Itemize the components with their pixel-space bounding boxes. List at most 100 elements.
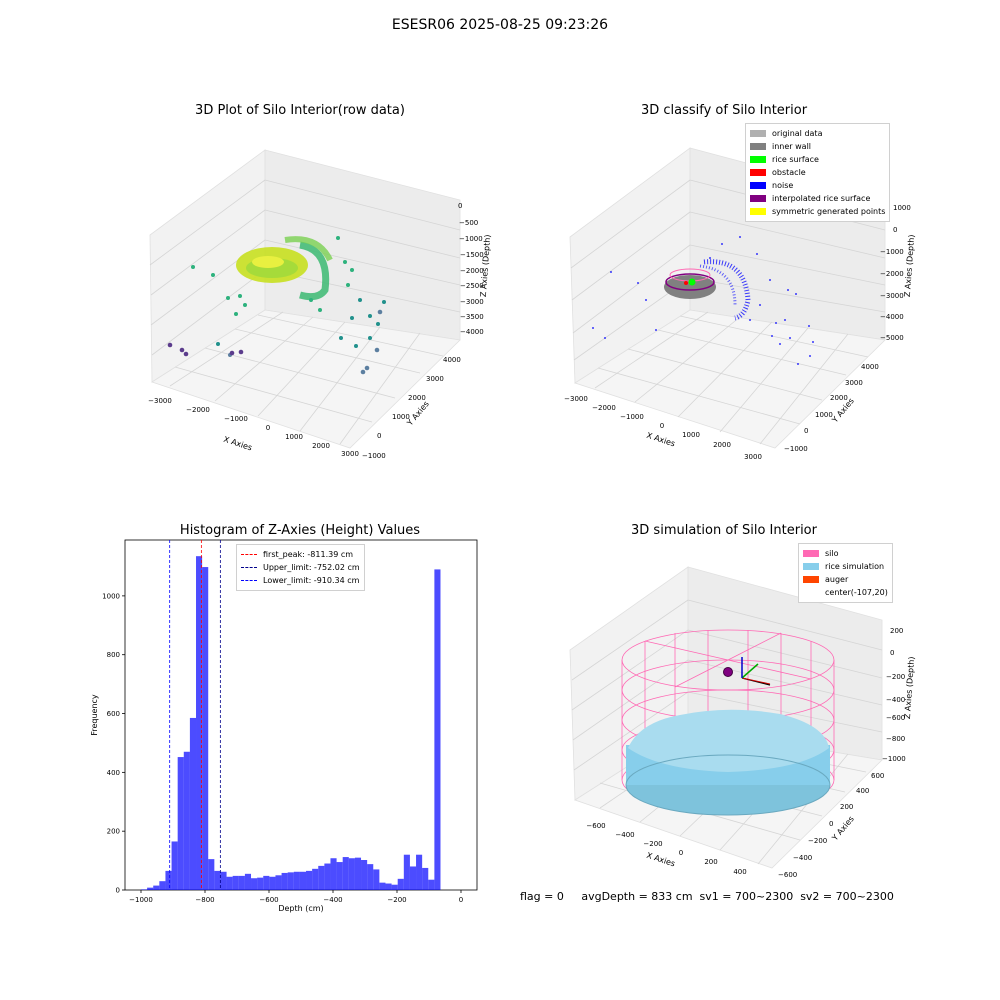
histogram-bar <box>226 876 233 890</box>
histogram-bar <box>348 858 355 890</box>
legend-label: auger <box>825 575 849 584</box>
p1-ytick: 1000 <box>392 413 410 421</box>
p1-ytick: 4000 <box>443 356 461 364</box>
histogram-bar <box>397 878 404 890</box>
p1-ytick: 2000 <box>408 394 426 402</box>
histogram-bar <box>183 751 190 890</box>
legend-item: rice surface <box>750 153 885 166</box>
p2-xtick: −3000 <box>564 395 588 403</box>
histogram-bar <box>159 881 166 890</box>
histogram-xtick-label: −800 <box>195 896 214 904</box>
p1-ztick: −2000 <box>460 267 484 275</box>
legend-swatch <box>803 550 819 557</box>
histogram-ytick-label: 800 <box>107 651 120 659</box>
p2-xtick: 1000 <box>682 431 700 439</box>
p2-zlabel: Z Axies (Depth) <box>903 234 916 297</box>
histogram-bar <box>293 871 300 890</box>
p1-xtick: 3000 <box>341 450 359 458</box>
legend-label: rice simulation <box>825 562 885 571</box>
legend-label: Lower_limit: -910.34 cm <box>263 576 360 585</box>
p4-ztick: −800 <box>886 735 905 743</box>
p2-ytick: 4000 <box>861 363 879 371</box>
p1-xtick: 1000 <box>285 433 303 441</box>
legend-label: silo <box>825 549 839 558</box>
legend-swatch <box>803 576 819 583</box>
panel4-xtick-labels: −600 −400 −200 0 200 400 <box>586 822 746 876</box>
legend-item: rice simulation <box>803 560 888 573</box>
legend-item: symmetric generated points <box>750 205 885 218</box>
p1-ytick: 3000 <box>426 375 444 383</box>
p2-ytick: 2000 <box>830 394 848 402</box>
histogram-bar <box>275 875 282 890</box>
histogram-bar <box>299 871 307 890</box>
histogram-xtick-label: −400 <box>323 896 342 904</box>
p4-xlabel: X Axies <box>645 851 676 869</box>
histogram-xlabel: Depth (cm) <box>278 904 323 913</box>
p4-xtick: 400 <box>733 868 746 876</box>
histogram-bar <box>220 871 227 890</box>
histogram-bar <box>434 569 441 890</box>
legend-item: noise <box>750 179 885 192</box>
histogram-bar <box>312 868 319 890</box>
histogram-ytick-label: 0 <box>116 887 120 895</box>
histogram-bar <box>422 867 429 890</box>
histogram-ytick-label: 400 <box>107 769 120 777</box>
p4-ylabel: Y Axies <box>830 814 856 843</box>
histogram-bar <box>428 879 435 890</box>
histogram-bar <box>281 872 288 890</box>
p2-ytick: 1000 <box>815 411 833 419</box>
p2-ztick: −4000 <box>880 313 904 321</box>
histogram-bar <box>287 872 294 890</box>
panel2-points <box>592 236 814 365</box>
histogram-title: Histogram of Z-Axies (Height) Values <box>179 523 421 538</box>
histogram-bar <box>336 862 343 890</box>
legend-line <box>241 580 257 581</box>
histogram-bar <box>177 757 184 890</box>
p4-ytick: −600 <box>778 871 797 879</box>
p4-ztick: −1000 <box>882 755 906 763</box>
p4-ztick: −600 <box>886 714 905 722</box>
p2-xtick: −2000 <box>592 404 616 412</box>
p1-ytick: 0 <box>377 432 381 440</box>
p1-ztick: −500 <box>459 219 478 227</box>
panel4-ztick-labels: 200 0 −200 −400 −600 −800 −1000 <box>882 627 906 763</box>
p4-ztick: −400 <box>886 696 905 704</box>
histogram-bar <box>379 882 386 890</box>
histogram-bar <box>324 863 331 890</box>
p2-xtick: 0 <box>660 422 664 430</box>
legend-swatch <box>750 195 766 202</box>
legend-item: interpolated rice surface <box>750 192 885 205</box>
histogram-bar <box>409 866 417 890</box>
legend-line <box>241 567 257 568</box>
histogram-bar <box>251 878 258 890</box>
panel4-title: 3D simulation of Silo Interior <box>631 523 817 538</box>
histogram-bar <box>257 877 264 890</box>
histogram-axes-frame <box>124 539 478 891</box>
histogram-bar <box>232 875 239 890</box>
legend-item: original data <box>750 127 885 140</box>
panel4-ytick-labels: −600 −400 −200 0 200 400 600 <box>778 772 884 879</box>
legend-item: Upper_limit: -752.02 cm <box>241 561 360 574</box>
histogram-bar <box>202 567 209 890</box>
histogram-ytick-label: 200 <box>107 828 120 836</box>
p2-ztick: −1000 <box>880 248 904 256</box>
histogram-xtick-label: 0 <box>459 896 463 904</box>
histogram-ylabel: Frequency <box>90 694 99 736</box>
histogram-xtick-label: −200 <box>387 896 406 904</box>
p4-ytick: 0 <box>829 820 833 828</box>
p2-xtick: 3000 <box>744 453 762 461</box>
histogram-bar <box>416 854 423 890</box>
legend-swatch <box>750 156 766 163</box>
histogram-bar <box>354 857 362 890</box>
p1-ztick: −1500 <box>460 251 484 259</box>
p1-ztick: 0 <box>458 202 462 210</box>
p1-ztick: −3500 <box>460 313 484 321</box>
p1-xtick: 2000 <box>312 442 330 450</box>
legend-item: silo <box>803 547 888 560</box>
p1-xtick: −3000 <box>148 397 172 405</box>
histogram-bar <box>165 870 172 890</box>
histogram-bar <box>330 858 337 890</box>
histogram-bar <box>403 854 410 890</box>
p4-xtick: −600 <box>586 822 605 830</box>
figure-title: ESESR06 2025-08-25 09:23:26 <box>391 17 609 33</box>
